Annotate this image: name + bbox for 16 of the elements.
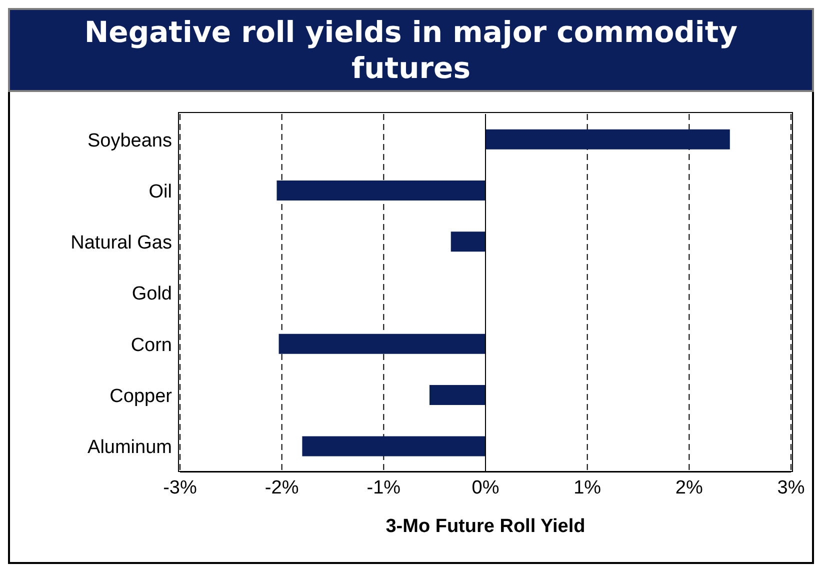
y-tick-label: Natural Gas [70, 232, 172, 254]
x-tick-label: -3% [163, 477, 197, 498]
y-tick-label: Corn [130, 334, 172, 356]
y-tick-label: Aluminum [88, 437, 172, 458]
x-tick-label: 0% [472, 477, 500, 498]
y-tick-label: Gold [132, 284, 172, 305]
y-tick-label: Oil [148, 181, 172, 202]
x-tick-label: 3% [777, 477, 805, 498]
x-tick-label: -1% [366, 477, 401, 498]
x-tick-label: 1% [574, 477, 602, 498]
x-tick-label: -2% [264, 477, 299, 498]
x-tick-label: 2% [675, 477, 703, 498]
x-axis-title: 3-Mo Future Roll Yield [386, 516, 586, 537]
chart-title: Negative roll yields in major commodity futures [8, 8, 814, 92]
y-tick-label: Soybeans [87, 130, 172, 152]
y-tick-label: Copper [110, 386, 173, 408]
